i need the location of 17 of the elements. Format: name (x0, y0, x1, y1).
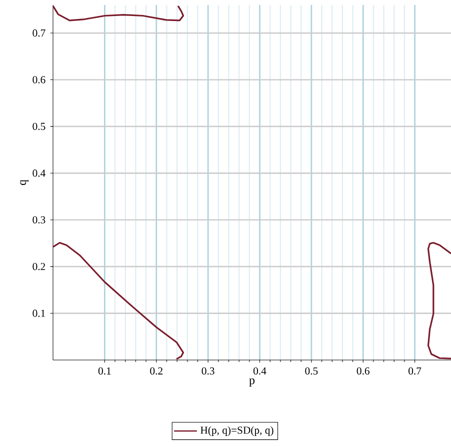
legend-label: H(p, q)=SD(p, q) (200, 426, 274, 436)
x-tick-label: 0.3 (202, 367, 214, 375)
y-tick-label: 0.6 (32, 76, 46, 84)
x-tick-label: 0.6 (356, 367, 370, 375)
y-tick-label: 0.4 (32, 170, 46, 177)
x-tick-label: 0.5 (305, 367, 318, 375)
x-tick-label: 0.2 (150, 367, 162, 375)
y-tick-label: 0.1 (32, 310, 45, 317)
y-axis-title: q (20, 180, 28, 186)
x-axis-title: p (249, 378, 255, 387)
y-tick-label: 0.7 (32, 29, 46, 37)
y-tick-label: 0.3 (32, 216, 46, 224)
x-tick-label: 0.4 (253, 367, 266, 375)
y-tick-label: 0.2 (32, 262, 46, 270)
y-tick-label: 0.5 (32, 122, 46, 130)
x-tick-label: 0.7 (408, 367, 422, 375)
x-tick-label: 0.1 (98, 367, 111, 375)
